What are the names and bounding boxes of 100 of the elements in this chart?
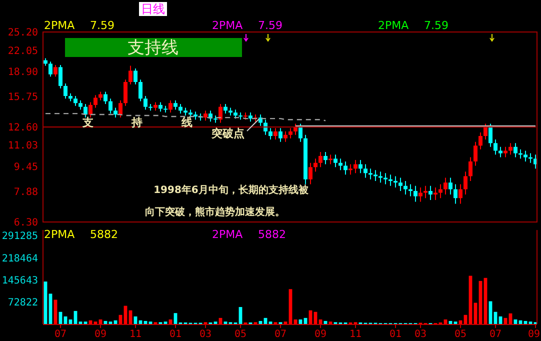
candlestick (118, 100, 122, 118)
candlestick (368, 168, 372, 180)
candlestick (488, 123, 492, 148)
candlestick (294, 123, 298, 136)
candlestick (514, 142, 518, 158)
y-tick-label: 291285 (2, 231, 38, 242)
x-tick-label: 09 (94, 329, 107, 340)
y-tick-label: 22.05 (8, 46, 38, 57)
annotation: 支持线 (128, 38, 178, 58)
candlestick (428, 185, 432, 200)
candlestick (58, 64, 62, 89)
y-tick-label: 218464 (2, 253, 38, 264)
candlestick (434, 187, 438, 200)
candlestick (248, 112, 252, 122)
candlestick (274, 128, 278, 140)
candlestick (414, 185, 418, 202)
candlestick (264, 119, 268, 136)
candlestick (358, 160, 362, 174)
x-tick-label: 03 (199, 329, 212, 340)
x-tick-label: 05 (454, 329, 467, 340)
candlestick (268, 128, 272, 140)
candlestick (344, 160, 348, 176)
candlestick (314, 158, 318, 172)
candlestick (378, 171, 382, 184)
annotation: 2PMA (44, 228, 76, 241)
annotation: 5882 (90, 228, 118, 241)
annotation: 7.59 (424, 19, 448, 32)
y-tick-label: 12.60 (8, 122, 38, 134)
y-tick-label: 7.88 (14, 186, 38, 198)
candlestick (394, 176, 398, 188)
y-tick-label: 6.30 (14, 218, 38, 228)
candlestick (504, 146, 508, 158)
y-tick-label: 11.03 (8, 140, 38, 152)
candlestick (138, 79, 142, 102)
candlestick (498, 146, 502, 158)
candlestick (444, 177, 448, 195)
candlestick (398, 177, 402, 192)
candlestick (478, 132, 482, 150)
candlestick (218, 104, 222, 124)
candlestick (458, 184, 462, 204)
candlestick (298, 123, 302, 142)
text: 日线 (141, 2, 165, 16)
candlestick (124, 79, 128, 106)
x-tick-label: 03 (414, 329, 427, 340)
candlestick (84, 104, 88, 118)
annotation: 2PMA (378, 19, 410, 32)
candlestick (174, 100, 178, 110)
annotation: 7.59 (258, 19, 282, 32)
candlestick (374, 170, 378, 182)
y-tick-label: 25.20 (8, 28, 38, 38)
candlestick (54, 64, 58, 78)
candlestick (328, 154, 332, 165)
candlestick (288, 128, 292, 139)
candlestick (334, 154, 338, 168)
candlestick (204, 110, 208, 122)
candlestick (464, 171, 468, 195)
annotation: 2PMA (212, 19, 244, 32)
candlestick (144, 95, 148, 110)
candlestick (278, 128, 282, 142)
candlestick (168, 100, 172, 114)
candlestick (94, 94, 98, 108)
annotation: 5882 (258, 228, 286, 241)
candlestick (134, 68, 138, 85)
candlestick (48, 61, 52, 78)
candlestick (364, 164, 368, 178)
candlestick (404, 180, 408, 195)
candlestick (64, 83, 68, 100)
x-tick-label: 11 (349, 329, 362, 340)
candlestick (178, 104, 182, 114)
candlestick (468, 156, 472, 182)
annotation: 持 (130, 116, 142, 129)
candlestick (448, 177, 452, 195)
candlestick (104, 91, 108, 105)
candlestick (128, 65, 132, 85)
candlestick (418, 187, 422, 202)
annotation: 1998年6月中旬，长期的支持线被 (154, 184, 310, 196)
candlestick (318, 151, 322, 168)
x-tick-label: 09 (528, 329, 540, 340)
x-tick-label: 07 (274, 329, 287, 340)
candlestick (384, 172, 388, 185)
candlestick (454, 184, 458, 204)
candlestick (284, 130, 288, 142)
candlestick (484, 123, 488, 140)
candlestick (494, 139, 498, 156)
annotation: 突破点 (210, 127, 244, 140)
x-tick-label: 01 (389, 329, 402, 340)
x-tick-label: 07 (489, 329, 502, 340)
x-tick-label: 01 (169, 329, 182, 340)
x-tick-label: 09 (314, 329, 327, 340)
candlestick (474, 141, 478, 166)
candlestick (114, 107, 118, 118)
y-tick-label: 72822 (8, 297, 38, 308)
y-tick-label: 145643 (2, 275, 38, 286)
candlestick (88, 102, 92, 118)
candlestick (354, 160, 358, 174)
y-tick-label: 9.45 (14, 162, 38, 173)
candlestick (74, 95, 78, 106)
annotation: 支 (82, 116, 94, 129)
x-tick-label: 05 (234, 329, 247, 340)
y-tick-label: 18.90 (8, 66, 38, 78)
